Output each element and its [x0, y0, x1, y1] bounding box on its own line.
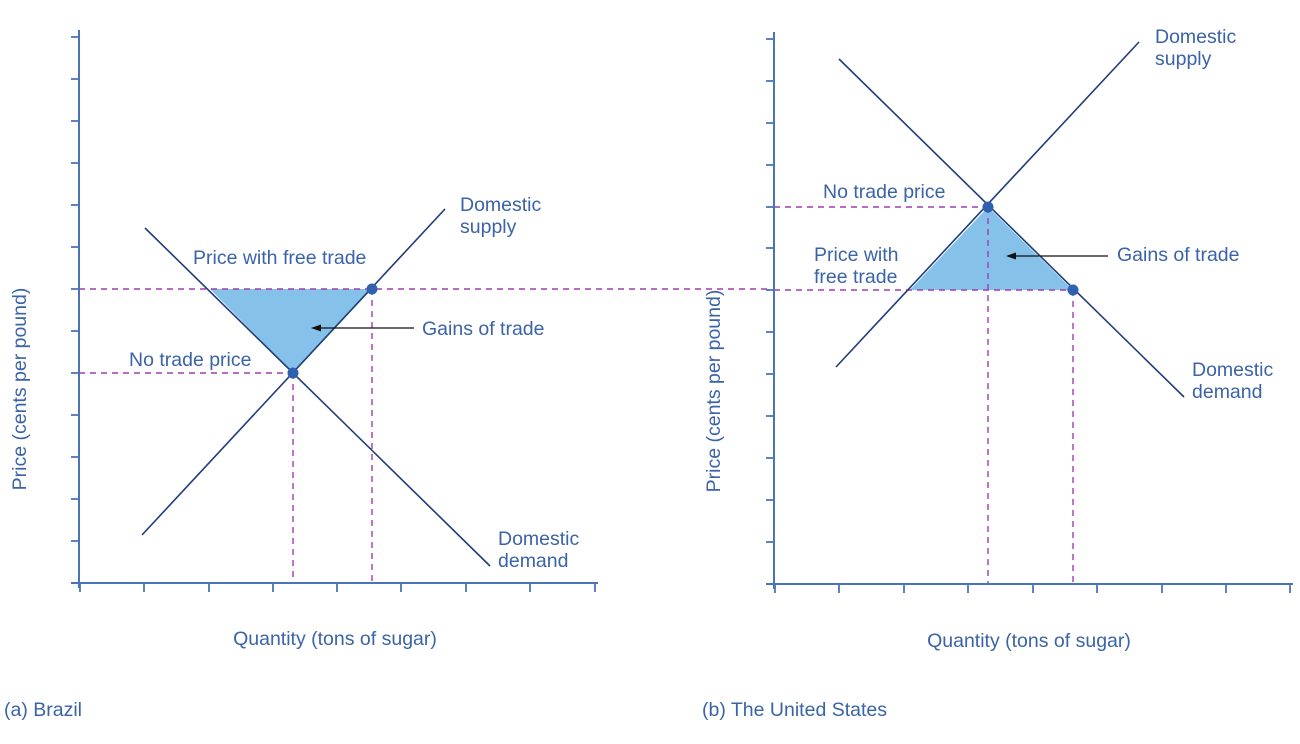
y-axis-title: Price (cents per pound) — [703, 290, 725, 493]
axes — [766, 32, 1293, 593]
demand-label-line2: demand — [498, 550, 568, 572]
panel-caption: (a) Brazil — [4, 699, 82, 721]
domestic-demand-curve — [144, 227, 491, 567]
gains-of-trade-label: Gains of trade — [422, 318, 544, 340]
axes — [71, 30, 598, 592]
gains-of-trade-area — [910, 207, 1073, 290]
domestic-demand-curve — [838, 58, 1185, 398]
gains-of-trade-label: Gains of trade — [1117, 244, 1239, 266]
free-trade-price-label-line2: free trade — [814, 266, 897, 288]
gains-arrow-icon — [1006, 252, 1108, 260]
no-trade-equilibrium-point — [287, 367, 299, 379]
free-trade-price-label: Price with free trade — [193, 247, 366, 269]
reference-dashed-lines — [774, 206, 1074, 584]
gains-arrow-icon — [311, 324, 414, 332]
y-axis-title: Price (cents per pound) — [9, 288, 31, 491]
reference-dashed-lines — [79, 288, 770, 583]
supply-label-line2: supply — [460, 216, 517, 238]
supply-label-line2: supply — [1155, 48, 1212, 70]
gains-of-trade-area — [210, 289, 372, 373]
no-trade-equilibrium-point — [982, 201, 994, 213]
demand-label: Domestic — [1192, 359, 1274, 381]
demand-label: Domestic — [498, 528, 580, 550]
free-trade-point — [366, 283, 378, 295]
supply-label: Domestic — [1155, 26, 1237, 48]
no-trade-price-label: No trade price — [823, 181, 945, 203]
free-trade-price-label: Price with — [814, 244, 899, 266]
panel-united-states: Domestic supply No trade price Price wit… — [702, 26, 1293, 721]
panel-caption: (b) The United States — [702, 699, 887, 721]
free-trade-point — [1067, 284, 1079, 296]
demand-label-line2: demand — [1192, 381, 1262, 403]
panel-brazil: Domestic supply Price with free trade Ga… — [4, 30, 770, 721]
no-trade-price-label: No trade price — [129, 349, 251, 371]
x-axis-title: Quantity (tons of sugar) — [233, 628, 437, 650]
arrow-head-icon — [1006, 252, 1016, 260]
arrow-head-icon — [311, 324, 321, 332]
supply-label: Domestic — [460, 194, 542, 216]
x-axis-title: Quantity (tons of sugar) — [927, 630, 1131, 652]
